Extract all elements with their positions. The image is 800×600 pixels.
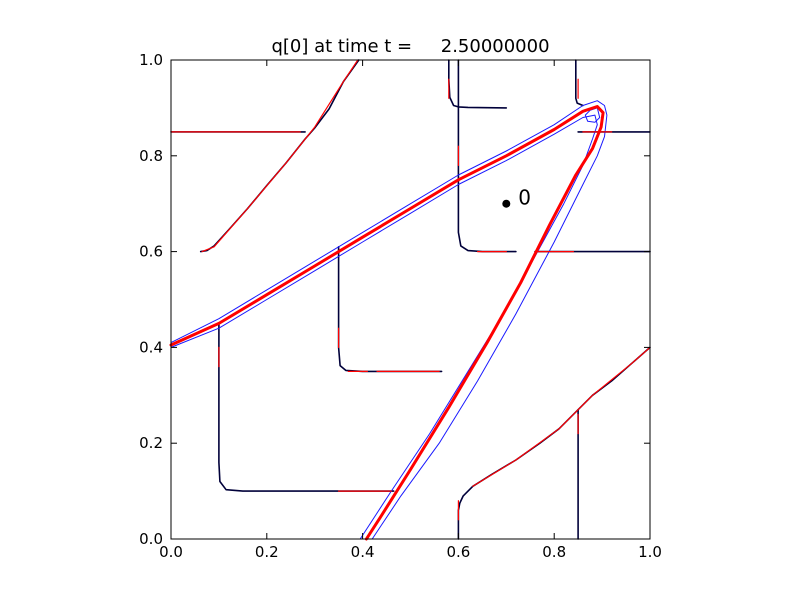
- axis-ticks: 0.0 0.2 0.4 0.6 0.8 1.0 0.0 0.2 0.4 0.6 0.8 1.0: [139, 51, 662, 561]
- probe-point-label: 0: [518, 186, 531, 210]
- x-tick-label: 1.0: [638, 543, 662, 561]
- y-tick-label: 0.4: [139, 338, 163, 356]
- x-tick-label: 0.2: [255, 543, 279, 561]
- x-tick-label: 0.0: [159, 543, 183, 561]
- x-tick-label: 0.4: [351, 543, 375, 561]
- contour-line-11: [170, 100, 608, 540]
- x-tick-label: 0.6: [446, 543, 470, 561]
- y-tick-label: 0.8: [139, 147, 163, 165]
- probe-point: 0: [502, 186, 531, 210]
- y-tick-label: 0.2: [139, 434, 163, 452]
- contour-line-16: [201, 59, 359, 253]
- plot-frame: [170, 59, 651, 540]
- y-tick-label: 0.0: [139, 530, 163, 548]
- contour-lines: [169, 59, 651, 541]
- y-tick-label: 0.6: [139, 243, 163, 261]
- contour-line-14: [169, 105, 605, 541]
- chart-title: q[0] at time t = 2.50000000: [271, 36, 549, 57]
- contour-line-5: [574, 59, 584, 107]
- contour-line-12: [170, 114, 598, 540]
- y-tick-label: 1.0: [139, 51, 163, 69]
- contour-line-2: [447, 59, 508, 109]
- contour-line-9: [457, 346, 651, 540]
- contour-line-1: [199, 59, 360, 253]
- x-tick-label: 0.8: [542, 543, 566, 561]
- contour-line-7: [337, 246, 443, 373]
- probe-point-dot: [502, 199, 511, 208]
- contour-line-30: [472, 346, 651, 487]
- contour-line-8: [218, 322, 395, 492]
